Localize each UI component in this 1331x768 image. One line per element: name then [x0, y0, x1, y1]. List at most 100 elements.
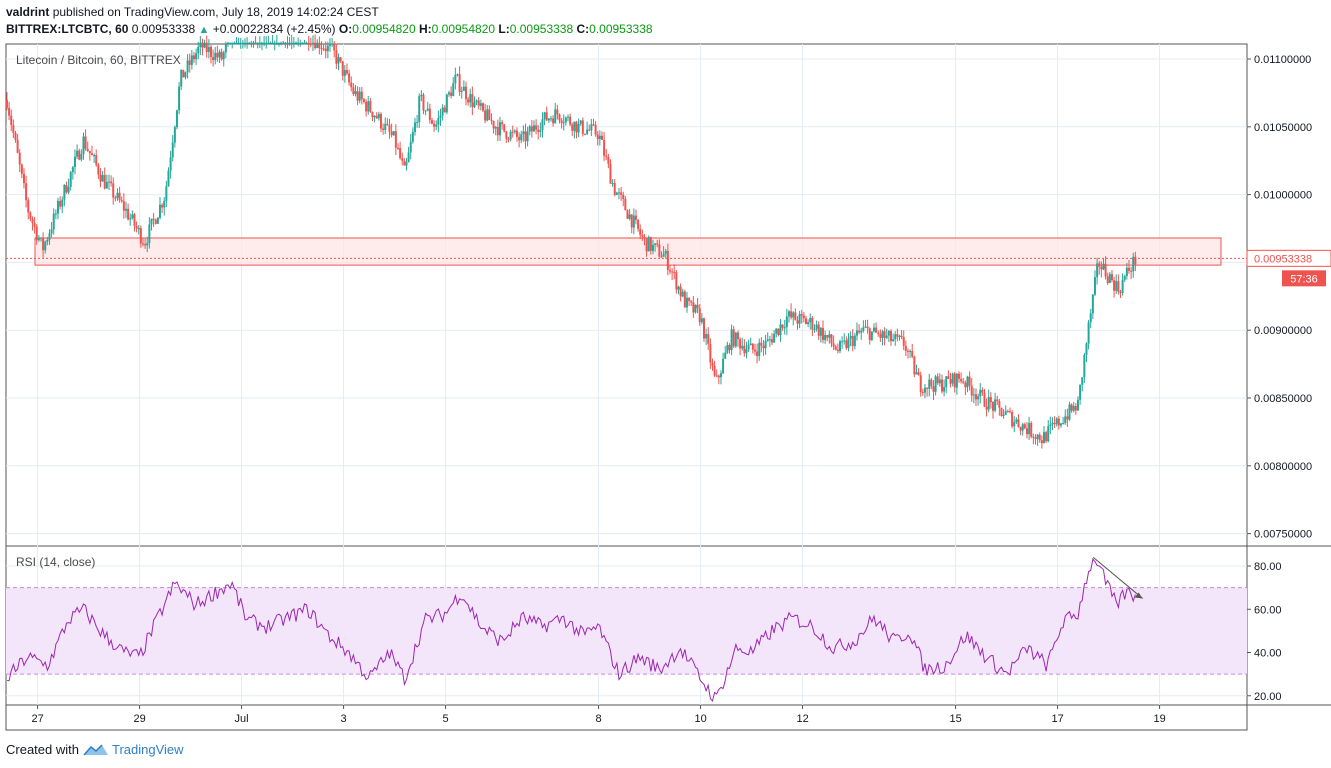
candle-body	[460, 90, 463, 92]
candle-body	[843, 340, 846, 342]
candle-body	[879, 334, 882, 338]
open-value: 0.00954820	[352, 22, 416, 36]
candle-body	[356, 91, 359, 101]
candle-body	[348, 73, 351, 83]
candle-body	[467, 99, 470, 103]
candle-body	[1013, 421, 1016, 427]
candle-body	[855, 330, 858, 336]
candle-body	[919, 375, 922, 392]
candle-body	[37, 238, 40, 241]
candle-body	[1113, 280, 1116, 291]
candle-body	[647, 237, 650, 252]
candle-body	[1002, 414, 1005, 417]
candle-body	[600, 135, 603, 140]
candle-body	[158, 204, 161, 218]
candle-body	[753, 349, 756, 352]
candle-body	[1089, 313, 1092, 323]
candle-body	[985, 406, 988, 410]
x-tick-label: 12	[796, 713, 808, 725]
candle-body	[894, 334, 897, 340]
candle-body	[617, 192, 620, 194]
candle-body	[979, 389, 982, 397]
candle-body	[252, 42, 255, 44]
candle-body	[717, 375, 720, 378]
candle-body	[577, 123, 580, 133]
candle-body	[1036, 434, 1039, 439]
tradingview-logo-icon	[83, 743, 108, 755]
candle-body	[917, 372, 920, 376]
candle-body	[222, 52, 225, 60]
candle-body	[860, 330, 863, 333]
candle-body	[203, 42, 206, 48]
candle-body	[736, 332, 739, 340]
candle-body	[964, 382, 967, 388]
candle-body	[611, 183, 614, 185]
candle-body	[632, 215, 635, 228]
candle-body	[641, 234, 644, 237]
candle-body	[50, 229, 53, 234]
candle-body	[369, 101, 372, 112]
candle-body	[409, 141, 412, 153]
candle-body	[887, 330, 890, 336]
author-name[interactable]: valdrint	[6, 5, 50, 19]
candle-body	[892, 339, 895, 342]
candle-body	[220, 51, 223, 60]
candle-body	[622, 194, 625, 199]
candle-body	[401, 158, 404, 161]
candle-body	[1045, 432, 1048, 442]
candle-body	[685, 297, 688, 308]
candle-body	[1083, 354, 1086, 378]
candle-body	[311, 42, 314, 45]
candle-body	[503, 124, 506, 132]
candle-body	[82, 136, 85, 155]
candle-body	[78, 150, 81, 160]
candle-body	[573, 121, 576, 131]
candle-body	[144, 244, 147, 246]
candle-body	[960, 378, 963, 382]
candle-body	[67, 186, 70, 193]
candle-body	[1119, 291, 1122, 293]
candle-body	[802, 315, 805, 319]
candle-body	[722, 358, 725, 374]
candle-body	[69, 172, 72, 187]
candle-body	[422, 94, 425, 111]
candle-body	[762, 345, 765, 349]
candle-body	[216, 52, 219, 58]
candle-body	[1034, 437, 1037, 439]
candle-body	[694, 304, 697, 313]
candle-body	[44, 241, 47, 251]
candle-body	[1055, 418, 1058, 425]
candle-body	[643, 236, 646, 239]
candle-body	[239, 42, 242, 44]
candle-body	[739, 339, 742, 349]
candle-body	[705, 334, 708, 339]
candle-body	[488, 109, 491, 120]
candle-body	[909, 350, 912, 352]
candle-body	[966, 376, 969, 388]
candle-body	[1038, 434, 1041, 441]
candle-body	[122, 201, 125, 211]
created-with-text: Created with	[6, 742, 79, 757]
candle-body	[743, 345, 746, 354]
candle-body	[360, 91, 363, 100]
candle-body	[39, 237, 42, 239]
candle-body	[885, 335, 888, 338]
candle-body	[787, 311, 790, 317]
candle-body	[314, 42, 317, 49]
candle-body	[48, 233, 51, 240]
candle-body	[530, 126, 533, 132]
candle-body	[59, 201, 62, 207]
candle-body	[615, 192, 618, 195]
candle-body	[858, 330, 861, 333]
tradingview-brand[interactable]: TradingView	[111, 742, 184, 757]
candle-body	[513, 130, 516, 132]
candle-body	[758, 342, 761, 357]
candle-body	[114, 197, 117, 199]
candle-body	[666, 250, 669, 271]
candle-body	[46, 239, 49, 242]
candle-body	[42, 237, 45, 251]
candle-body	[926, 387, 929, 389]
candle-body	[354, 91, 357, 94]
candle-body	[1015, 419, 1018, 422]
